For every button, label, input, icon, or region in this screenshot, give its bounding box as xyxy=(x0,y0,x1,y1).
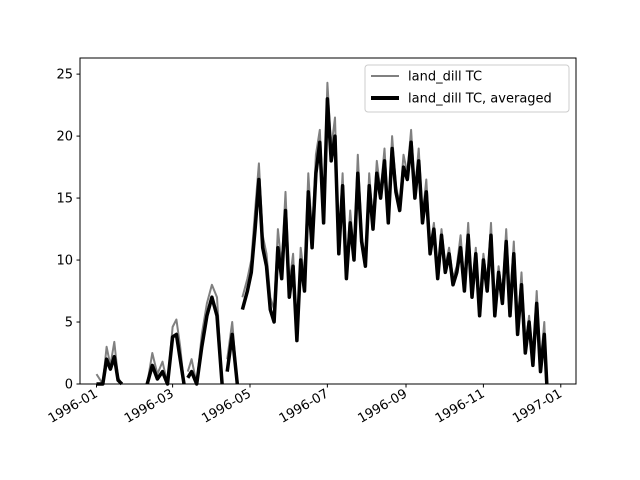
y-tick-label-20: 20 xyxy=(56,130,73,145)
legend-label-land-dill-tc-averaged: land_dill TC, averaged xyxy=(408,92,552,107)
y-tick-label-5: 5 xyxy=(65,316,73,331)
y-tick-label-25: 25 xyxy=(56,68,73,83)
y-tick-label-10: 10 xyxy=(56,254,73,269)
series-line-land-dill-tc-averaged-segment-2 xyxy=(186,295,224,386)
series-line-land-dill-tc-segment-2 xyxy=(186,283,224,385)
legend-label-land-dill-tc: land_dill TC xyxy=(408,70,482,85)
legend-box xyxy=(364,64,570,113)
y-tick-label-15: 15 xyxy=(56,192,73,207)
series-line-land-dill-tc-averaged-segment-3 xyxy=(225,332,240,385)
series-line-land-dill-tc-averaged-segment-4 xyxy=(240,97,549,385)
y-tick-label-0: 0 xyxy=(65,378,73,393)
y-axis: 0 5 10 15 20 25 xyxy=(56,68,80,393)
legend: land_dill TC land_dill TC, averaged xyxy=(364,64,570,113)
plot-frame xyxy=(79,57,577,385)
